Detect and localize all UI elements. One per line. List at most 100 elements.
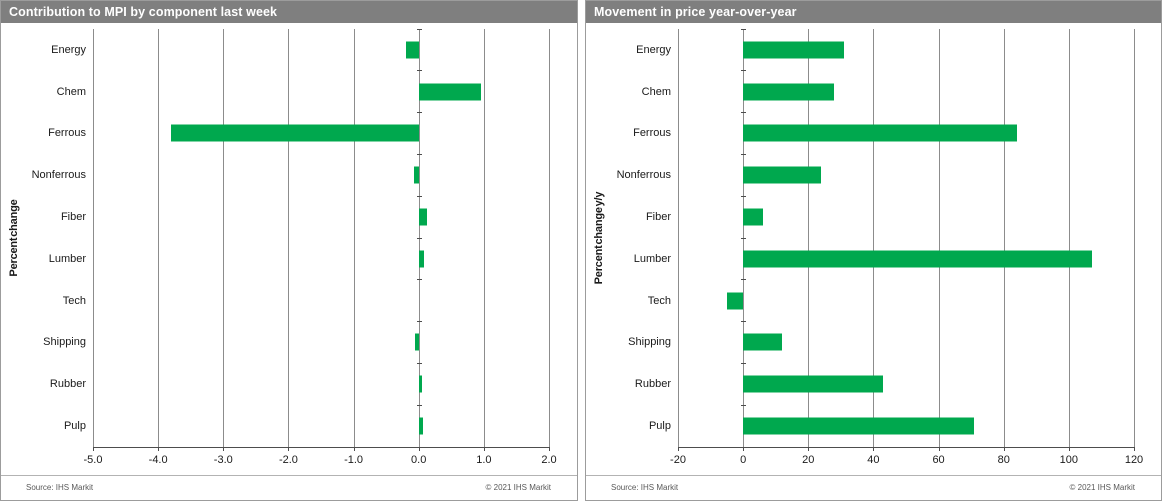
data-bar [418, 83, 481, 101]
category-label: Fiber [60, 211, 86, 224]
axis-tick-mark [1134, 447, 1135, 451]
plot: -5.0 -4.0 -3.0 -2.0 -1.0 0.0 1.0 2.0 [84, 28, 557, 466]
data-bar [418, 417, 424, 435]
zero-axis-tick [741, 279, 747, 281]
data-bar [743, 375, 884, 393]
axis-tick-mark [1068, 447, 1070, 451]
gridline [223, 29, 225, 447]
zero-axis-tick [416, 153, 422, 155]
bar-band [93, 71, 549, 113]
data-bar [743, 417, 975, 435]
category-label: Lumber [633, 252, 671, 265]
panel-mpi-contribution: Contribution to MPI by component last we… [0, 0, 578, 501]
axis-tick-mark [158, 447, 160, 451]
bar-band [678, 113, 1134, 155]
x-tick-label: -5.0 [83, 454, 103, 466]
bar-band [678, 322, 1134, 364]
axis-tick-mark [1003, 447, 1005, 451]
x-tick-label: 60 [932, 454, 945, 466]
gridline [1003, 29, 1005, 447]
zero-axis-tick [741, 404, 747, 406]
category-label: Ferrous [633, 127, 671, 140]
x-tick-label: 1.0 [476, 454, 492, 466]
bar-band [93, 405, 549, 447]
data-bar [418, 375, 422, 393]
axis-tick-mark [873, 447, 875, 451]
bar-band [678, 405, 1134, 447]
category-label: Shipping [628, 336, 671, 349]
x-tick-label: -3.0 [213, 454, 233, 466]
axis-tick-mark [418, 447, 420, 451]
plot: -20 0 20 40 60 80 100 120 [670, 28, 1143, 466]
gridline [808, 29, 810, 447]
x-tick-label: 2.0 [541, 454, 557, 466]
axis-tick-mark [743, 447, 745, 451]
zero-axis-tick [741, 70, 747, 72]
category-labels: Energy Chem Ferrous Nonferrous Fiber Lumber Te… [1, 29, 86, 447]
category-label: Chem [56, 85, 86, 98]
bar-band [93, 113, 549, 155]
zero-axis-tick [416, 112, 422, 114]
bar-band [678, 154, 1134, 196]
bar-band [93, 238, 549, 280]
chart-footer: Source: IHS Markit © 2021 IHS Markit [1, 475, 577, 500]
category-labels: Energy Chem Ferrous Nonferrous Fiber Lumber Te… [586, 29, 671, 447]
gridline [678, 29, 679, 447]
bar-band [678, 196, 1134, 238]
bar-band [678, 71, 1134, 113]
data-bar [743, 166, 822, 184]
zero-axis-tick [741, 195, 747, 197]
copyright-note: © 2021 IHS Markit [485, 483, 551, 492]
bar-band [93, 363, 549, 405]
category-label: Rubber [634, 378, 671, 391]
data-bar [405, 41, 419, 59]
data-bar [743, 124, 1017, 142]
x-tick-label: 0 [740, 454, 747, 466]
category-label: Energy [636, 43, 671, 56]
x-tick-label: -2.0 [278, 454, 298, 466]
axis-tick-mark [223, 447, 225, 451]
category-label: Pulp [63, 420, 86, 433]
category-label: Shipping [43, 336, 86, 349]
category-label: Energy [51, 43, 86, 56]
x-tick-label: 120 [1124, 454, 1144, 466]
bar-band [678, 363, 1134, 405]
gridline [873, 29, 875, 447]
zero-axis-tick [741, 112, 747, 114]
zero-axis-tick [741, 237, 747, 239]
gridline [938, 29, 940, 447]
bar-band [93, 29, 549, 71]
bar-band [93, 280, 549, 322]
gridline [93, 29, 94, 447]
x-tick-label: 80 [997, 454, 1010, 466]
gridline [158, 29, 160, 447]
bar-band [678, 29, 1134, 71]
zero-axis-tick [416, 195, 422, 197]
data-bar [418, 208, 427, 226]
chart-area: Percent change y/y Energy Chem Ferrous Nonf… [586, 23, 1161, 476]
data-bar [743, 83, 835, 101]
zero-axis-tick [416, 28, 422, 30]
axis-tick-mark [93, 447, 94, 451]
zero-axis-tick [741, 28, 747, 30]
category-label: Nonferrous [616, 169, 671, 182]
axis-tick-mark [549, 447, 550, 451]
chart-title: Movement in price year-over-year [586, 1, 1161, 23]
axis-tick-mark [938, 447, 940, 451]
category-label: Nonferrous [31, 169, 86, 182]
chart-footer: Source: IHS Markit © 2021 IHS Markit [586, 475, 1161, 500]
bars-layer [678, 29, 1134, 447]
zero-axis-tick [416, 237, 422, 239]
zero-axis-tick [416, 70, 422, 72]
bar-band [93, 154, 549, 196]
chart-area: Percent change Energy Chem Ferrous Nonferro… [1, 23, 577, 476]
gridline [483, 29, 485, 447]
axis-tick-mark [808, 447, 810, 451]
zero-axis-tick [741, 153, 747, 155]
bar-band [93, 322, 549, 364]
axis-tick-mark [483, 447, 485, 451]
zero-axis-tick [741, 321, 747, 323]
category-label: Lumber [48, 252, 86, 265]
data-bar [743, 208, 763, 226]
